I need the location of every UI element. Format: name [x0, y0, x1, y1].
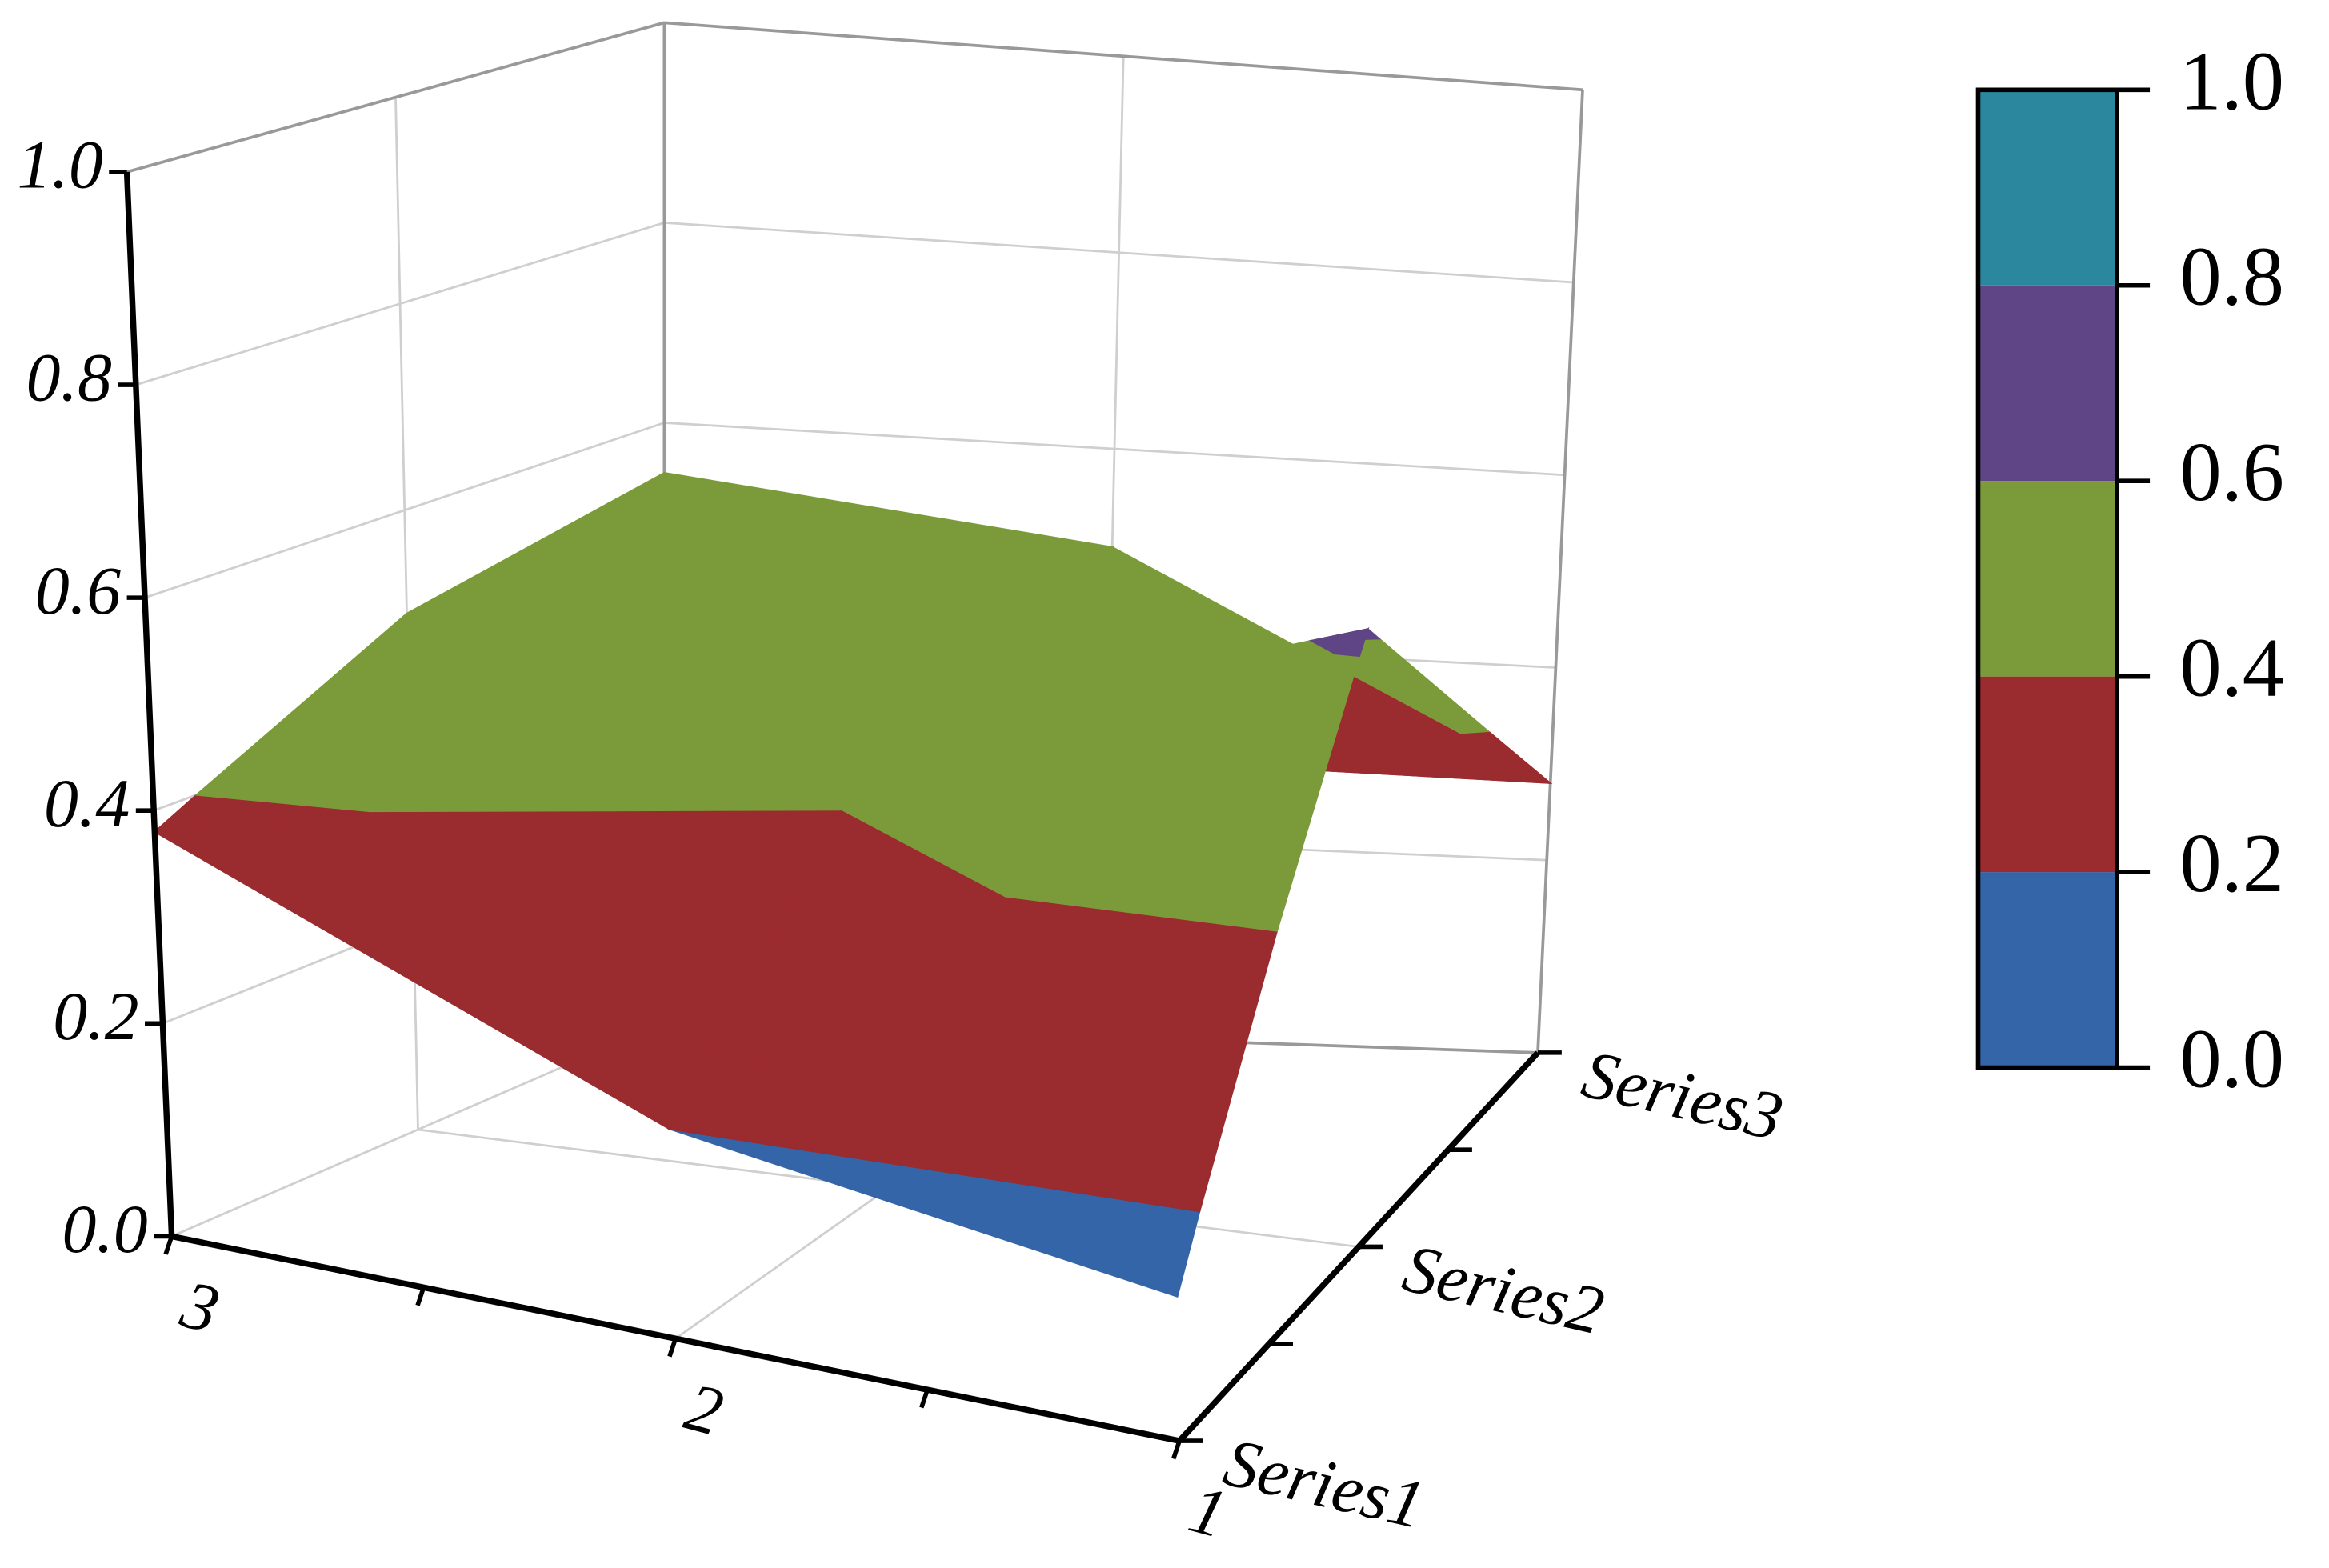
colorbar-band: [1978, 481, 2118, 677]
z-tick-label: 0.8: [26, 340, 112, 416]
surface-patch: [1308, 628, 1369, 655]
x-axis: [170, 1233, 1180, 1444]
colorbar-band: [1978, 285, 2118, 482]
box-edge: [126, 21, 665, 174]
colorbar-frame: [1975, 87, 2119, 1070]
surface-patch: [406, 471, 1113, 614]
y-tick-label: Series3: [1575, 1036, 1790, 1155]
colorbar-label: 0.2: [2179, 817, 2284, 910]
z-axis: [123, 171, 175, 1237]
colorbar-label: 0.4: [2179, 622, 2284, 714]
colorbar-band: [1978, 676, 2118, 873]
y-tick-label: Series1: [1217, 1424, 1431, 1543]
colorbar-label: 0.8: [2179, 230, 2284, 323]
x-tick: [1171, 1440, 1182, 1460]
colorbar-band: [1978, 872, 2118, 1068]
y-tick-label: Series2: [1396, 1230, 1611, 1349]
x-tick: [919, 1389, 930, 1409]
colorbar-label: 1.0: [2179, 34, 2284, 127]
x-tick-label: 2: [678, 1368, 730, 1450]
z-tick-label: 1.0: [17, 127, 102, 203]
colorbar-label: 0.0: [2179, 1013, 2284, 1106]
box-edge: [1536, 90, 1584, 1053]
x-tick: [163, 1235, 174, 1255]
colorbar-band: [1978, 90, 2118, 286]
surface-patch: [841, 639, 1337, 898]
box-edge: [664, 21, 1583, 92]
z-tick-label: 0.4: [44, 766, 130, 842]
x-tick: [667, 1338, 678, 1358]
surface-patch: [194, 612, 887, 813]
colorbar-label: 0.6: [2179, 426, 2284, 518]
z-tick-label: 0.2: [53, 978, 138, 1054]
x-tick-label: 3: [173, 1266, 226, 1348]
z-tick-label: 0.0: [62, 1191, 147, 1267]
x-tick: [415, 1286, 426, 1306]
z-tick-label: 0.6: [35, 553, 121, 629]
